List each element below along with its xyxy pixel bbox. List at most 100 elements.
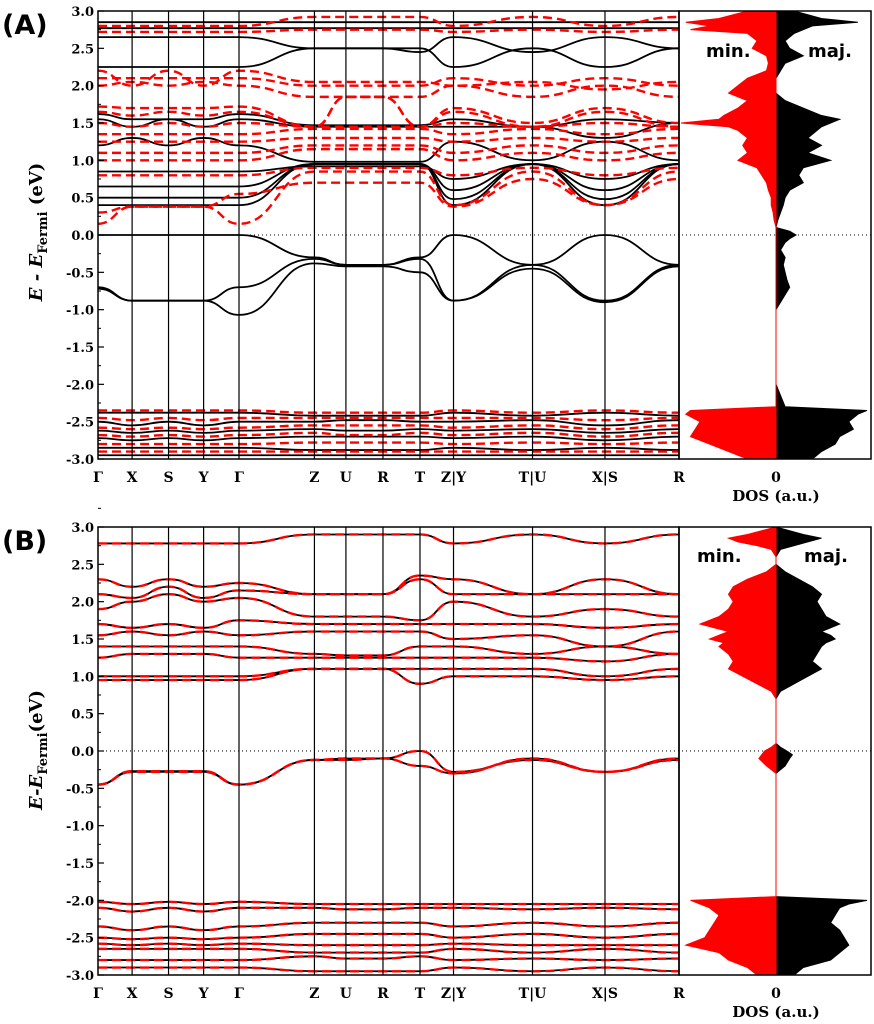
- kpoint-label: R: [377, 470, 389, 486]
- y-axis-label: E-EFermi(eV): [26, 690, 51, 811]
- y-tick-label: 3.0: [71, 5, 94, 20]
- kpoint-label: Z|Y: [441, 470, 467, 486]
- panel-label: (B): [2, 526, 47, 557]
- y-tick-label: 0.5: [71, 708, 94, 723]
- minority-band-6: [98, 630, 679, 648]
- minority-band-19: [98, 441, 679, 446]
- minority-band-5: [98, 645, 679, 657]
- y-tick-label: -3.0: [66, 969, 94, 984]
- y-tick-label: 2.0: [71, 80, 94, 95]
- y-axis-label-main: E-E: [26, 774, 47, 811]
- dos-majority-area: [775, 527, 868, 975]
- y-axis-label-unit: (eV): [26, 163, 47, 212]
- y-tick-label: -1.0: [66, 304, 94, 319]
- y-tick-label: -1.5: [66, 857, 94, 872]
- kpoint-label: Γ: [234, 470, 244, 486]
- minority-band-1: [98, 177, 679, 214]
- minority-band-1: [98, 749, 679, 786]
- kpoint-label: T: [415, 470, 426, 486]
- minority-band-17: [98, 424, 679, 431]
- minority-band-5: [98, 136, 679, 143]
- kpoint-label: S: [163, 470, 173, 486]
- panel-label: (A): [2, 10, 48, 41]
- y-tick-label: 0.0: [71, 229, 94, 244]
- y-tick-label: 2.0: [71, 596, 94, 611]
- y-tick-label: 1.0: [71, 670, 94, 685]
- y-tick-label: 2.5: [71, 42, 94, 57]
- y-tick-label: -3.0: [66, 453, 94, 468]
- majority-band-10: [98, 47, 679, 68]
- y-tick-label: 0.5: [71, 192, 94, 207]
- dos-min-label: min.: [697, 546, 742, 567]
- y-tick-label: -1.0: [66, 820, 94, 835]
- minority-band-3: [98, 147, 679, 162]
- kpoint-label: U: [340, 986, 352, 1002]
- majority-band-14: [98, 411, 679, 417]
- minority-band-0: [98, 170, 679, 226]
- kpoint-label: X: [127, 470, 138, 486]
- kpoint-label: X|S: [592, 986, 618, 1002]
- kpoint-label: Γ: [93, 986, 103, 1002]
- minority-band-13: [98, 15, 679, 28]
- y-tick-label: 1.0: [71, 154, 94, 169]
- kpoint-label: Z: [309, 470, 319, 486]
- minority-band-10: [98, 574, 679, 596]
- majority-band-2: [98, 234, 679, 266]
- bands: [98, 15, 679, 457]
- kpoint-label: R: [673, 986, 685, 1002]
- minority-band-2: [98, 166, 679, 177]
- kpoint-label: U: [340, 470, 352, 486]
- y-tick-label: -1.5: [66, 341, 94, 356]
- minority-band-14: [98, 28, 679, 34]
- kpoint-label: Γ: [93, 470, 103, 486]
- minority-band-10: [98, 80, 679, 99]
- minority-band-12: [98, 69, 679, 91]
- kpoint-label: Y: [198, 470, 210, 486]
- majority-band-18: [98, 446, 679, 451]
- dos-frame: [678, 10, 872, 460]
- kpoint-label: R: [673, 470, 685, 486]
- dos-frame: [678, 526, 872, 976]
- dos-zero-label: 0: [771, 470, 781, 486]
- y-tick-label: 1.5: [71, 117, 94, 132]
- minority-band-4: [98, 144, 679, 155]
- majority-band-5: [98, 163, 679, 192]
- panel-b: (B) 3.0 2.5 2.0 1.5 1.0 0.5 0.0 -0.5 -1.0 -1.5 -2.0…: [2, 507, 872, 1021]
- kpoint-label: R: [377, 986, 389, 1002]
- minority-band-11: [98, 76, 679, 87]
- kpoint-label: Z|Y: [441, 986, 467, 1002]
- bands: [98, 533, 679, 973]
- kpoint-label: X|S: [592, 470, 618, 486]
- dos-zero-label: 0: [771, 986, 781, 1002]
- minority-band-14: [98, 921, 679, 932]
- majority-band-1: [98, 262, 679, 316]
- majority-band-6: [98, 163, 679, 180]
- y-tick-label: -2.5: [66, 932, 94, 947]
- kpoint-label: Γ: [234, 986, 244, 1002]
- kpoint-label: S: [163, 986, 173, 1002]
- minority-band-11: [98, 533, 679, 545]
- kpoint-label: Z: [309, 986, 319, 1002]
- y-tick-label: 0.0: [71, 745, 94, 760]
- y-tick-label: -0.5: [66, 782, 94, 797]
- kpoint-label: T|U: [519, 986, 547, 1002]
- y-tick-label: -2.5: [66, 416, 94, 431]
- y-axis-label: E - EFermi (eV): [26, 163, 51, 303]
- kpoint-label: X: [127, 986, 138, 1002]
- majority-band-11: [98, 36, 679, 53]
- dos-majority-area: [775, 11, 868, 459]
- y-tick-label: -2.0: [66, 894, 94, 909]
- y-axis-label-main: E - E: [26, 254, 47, 303]
- y-tick-label: 1.5: [71, 633, 94, 648]
- kpoint-label: T: [415, 986, 426, 1002]
- dos-maj-label: maj.: [808, 41, 852, 62]
- dos-x-label: DOS (a.u.): [732, 487, 819, 505]
- y-axis-label-sub: Fermi: [36, 211, 51, 253]
- y-tick-label: 2.5: [71, 558, 94, 573]
- y-axis-label-sub: Fermi: [36, 732, 51, 774]
- majority-band-1: [98, 750, 679, 786]
- majority-band-3: [98, 163, 679, 207]
- minority-band-6: [98, 127, 679, 136]
- dos-x-label: DOS (a.u.): [732, 1003, 819, 1021]
